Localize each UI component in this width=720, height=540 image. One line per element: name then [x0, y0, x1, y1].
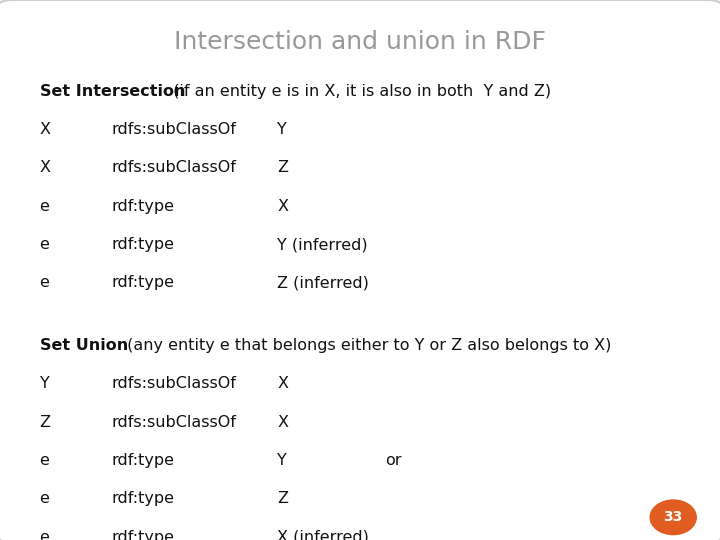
Text: e: e: [40, 453, 50, 468]
Text: rdfs:subClassOf: rdfs:subClassOf: [112, 415, 236, 430]
Text: rdf:type: rdf:type: [112, 491, 174, 507]
Text: e: e: [40, 530, 50, 540]
Text: Set Union: Set Union: [40, 338, 128, 353]
Text: 33: 33: [664, 510, 683, 524]
Text: rdfs:subClassOf: rdfs:subClassOf: [112, 160, 236, 176]
Text: X: X: [40, 160, 50, 176]
Text: X: X: [277, 376, 288, 392]
Text: or: or: [385, 453, 402, 468]
Text: rdfs:subClassOf: rdfs:subClassOf: [112, 122, 236, 137]
Text: Z (inferred): Z (inferred): [277, 275, 369, 291]
Text: Z: Z: [277, 491, 288, 507]
Text: X: X: [40, 122, 50, 137]
Text: e: e: [40, 199, 50, 214]
Text: Set Intersection: Set Intersection: [40, 84, 185, 99]
Circle shape: [650, 500, 696, 535]
Text: (if an entity e is in X, it is also in both  Y and Z): (if an entity e is in X, it is also in b…: [168, 84, 551, 99]
Text: X (inferred): X (inferred): [277, 530, 369, 540]
Text: Y: Y: [277, 453, 287, 468]
Text: Z: Z: [40, 415, 50, 430]
Text: e: e: [40, 275, 50, 291]
Text: rdf:type: rdf:type: [112, 530, 174, 540]
Text: e: e: [40, 237, 50, 252]
Text: Z: Z: [277, 160, 288, 176]
Text: rdf:type: rdf:type: [112, 453, 174, 468]
Text: X: X: [277, 199, 288, 214]
Text: (any entity e that belongs either to Y or Z also belongs to X): (any entity e that belongs either to Y o…: [122, 338, 612, 353]
Text: rdf:type: rdf:type: [112, 237, 174, 252]
Text: e: e: [40, 491, 50, 507]
Text: rdfs:subClassOf: rdfs:subClassOf: [112, 376, 236, 392]
Text: rdf:type: rdf:type: [112, 275, 174, 291]
Text: Y (inferred): Y (inferred): [277, 237, 368, 252]
Text: Y: Y: [277, 122, 287, 137]
Text: rdf:type: rdf:type: [112, 199, 174, 214]
Text: Intersection and union in RDF: Intersection and union in RDF: [174, 30, 546, 53]
Text: X: X: [277, 415, 288, 430]
Text: Y: Y: [40, 376, 50, 392]
